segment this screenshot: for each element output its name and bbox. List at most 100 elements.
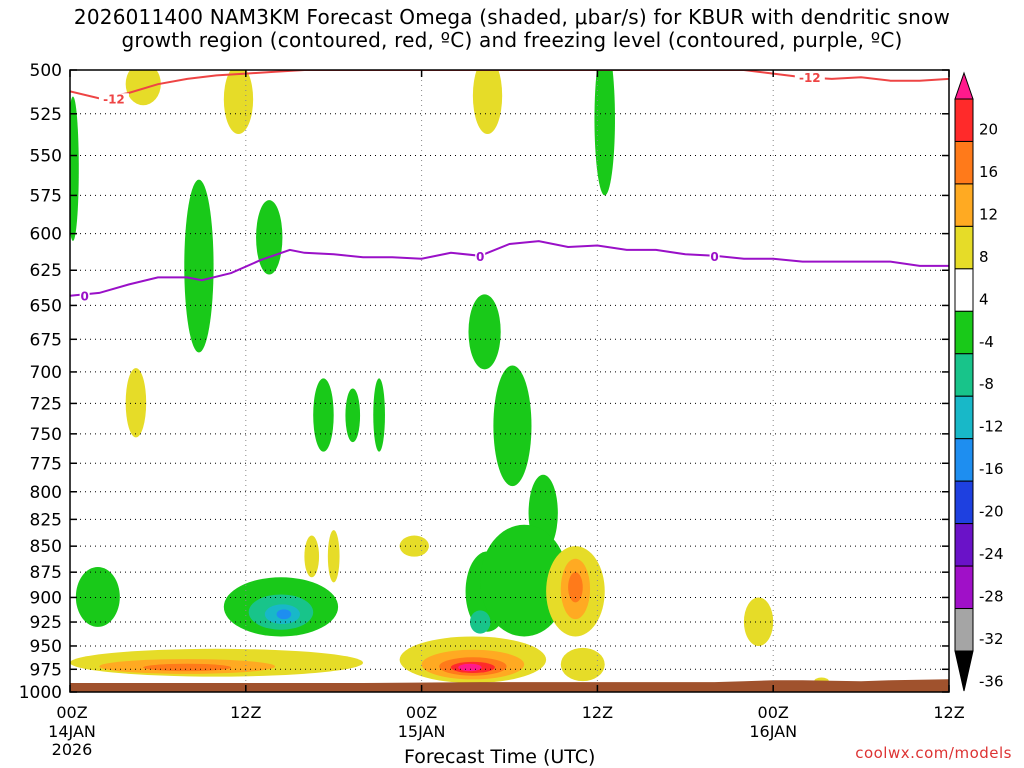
freezing-level-contour-label-0: 0	[80, 290, 88, 304]
omega-region-4-24	[399, 535, 429, 557]
colorbar-label-13: -36	[979, 672, 1004, 690]
colorbar-label-8: -16	[979, 460, 1004, 478]
x-date-label-48h: 16JAN	[749, 722, 797, 741]
dendritic-snow-growth-contour-label-1: -12	[799, 71, 821, 85]
colorbar-label-7: -12	[979, 418, 1004, 436]
colorbar-swatch-2	[954, 183, 974, 227]
dendritic-snow-growth-contour-label-bg-0	[98, 93, 129, 107]
colorbar-swatch-5	[954, 310, 974, 355]
omega-region--4-7	[594, 70, 615, 196]
y-tick-label-675: 675	[30, 330, 62, 350]
y-tick-label-575: 575	[30, 186, 62, 206]
credit-link[interactable]: coolwx.com/models	[855, 744, 1012, 762]
colorbar-bottom-triangle	[954, 650, 974, 692]
omega-region-12-35	[568, 572, 583, 603]
y-tick-label-600: 600	[30, 225, 62, 245]
omega-region-4-2	[223, 70, 254, 135]
omega-region-4-22	[304, 535, 320, 578]
x-axis-title: Forecast Time (UTC)	[404, 746, 596, 768]
omega-region--4-12	[493, 365, 532, 487]
colorbar-swatch-9	[954, 480, 974, 525]
x-tick-label-60h: 12Z	[933, 703, 964, 722]
omega-region-4-36	[560, 647, 605, 682]
colorbar-label-1: 16	[979, 163, 998, 181]
y-tick-label-850: 850	[30, 537, 62, 557]
omega-region--4-0	[70, 96, 79, 242]
y-tick-label-875: 875	[30, 563, 62, 583]
colorbar-label-6: -8	[979, 375, 994, 393]
colorbar-label-4: 4	[979, 290, 989, 308]
colorbar-swatch-12	[954, 608, 974, 652]
chart-title-line2: growth region (contoured, red, ºC) and f…	[121, 28, 903, 52]
colorbar-swatch-10	[954, 523, 974, 567]
omega-region--4-11	[468, 294, 501, 370]
x-tick-label-12h: 12Z	[230, 703, 261, 722]
freezing-level-contour-label-1: 0	[476, 250, 484, 264]
colorbar-label-9: -20	[979, 503, 1004, 521]
omega-region--4-4	[256, 200, 283, 275]
freezing-level-contour-line	[70, 240, 949, 297]
omega-region--4-20	[480, 524, 569, 637]
y-tick-label-550: 550	[30, 147, 62, 167]
dendritic-snow-growth-contour-label-0: -12	[103, 92, 125, 106]
plot-area: -12 -12 0 0 0	[70, 70, 949, 692]
colorbar-label-12: -32	[979, 630, 1004, 648]
freezing-level-contour-label-bg-2	[709, 250, 720, 264]
colorbar-swatch-0	[954, 98, 974, 142]
colorbar-top-triangle	[954, 71, 974, 100]
omega-region--4-9	[345, 388, 361, 443]
colorbar-swatch-8	[954, 438, 974, 482]
freezing-level-contour-label-bg-0	[79, 290, 90, 304]
colorbar-label-3: 8	[979, 248, 989, 266]
omega-region--4-14	[75, 567, 120, 627]
y-tick-label-950: 950	[30, 637, 62, 657]
x-date-label-0h: 14JAN	[48, 722, 96, 741]
terrain-fill	[70, 679, 949, 692]
x-tick-label-36h: 12Z	[582, 703, 613, 722]
y-tick-label-900: 900	[30, 588, 62, 608]
freezing-level-contour-label-bg-1	[475, 250, 486, 264]
dendritic-snow-growth-contour-line	[70, 70, 949, 100]
omega-region-4-5	[125, 368, 147, 438]
colorbar-swatch-6	[954, 353, 974, 397]
colorbar-swatch-7	[954, 395, 974, 440]
y-tick-label-775: 775	[30, 454, 62, 474]
colorbar-label-10: -24	[979, 545, 1004, 563]
omega-region-12-27	[143, 663, 232, 672]
colorbar-swatch-4	[954, 268, 974, 312]
omega-region--4-8	[313, 378, 334, 452]
x-tick-label-48h: 00Z	[758, 703, 789, 722]
y-tick-label-525: 525	[30, 105, 62, 125]
omega-region-4-23	[327, 530, 340, 583]
y-tick-label-1000: 1000	[19, 683, 62, 703]
chart-title: 2026011400 NAM3KM Forecast Omega (shaded…	[0, 6, 1024, 52]
omega-region-4-6	[472, 70, 503, 135]
freezing-level-contour-label-2: 0	[710, 250, 718, 264]
x-date-label-24h: 15JAN	[398, 722, 446, 741]
x-tick-label-0h: 00Z	[56, 703, 87, 722]
y-tick-label-750: 750	[30, 425, 62, 445]
x-year-label-0h: 2026	[52, 740, 93, 759]
y-tick-label-625: 625	[30, 261, 62, 281]
y-tick-label-500: 500	[30, 61, 62, 81]
omega-region--20-18	[276, 609, 292, 620]
colorbar-swatch-1	[954, 140, 974, 185]
x-tick-label-24h: 00Z	[406, 703, 437, 722]
y-tick-label-700: 700	[30, 363, 62, 383]
y-tick-label-975: 975	[30, 660, 62, 680]
colorbar-swatch-11	[954, 565, 974, 610]
colorbar-label-11: -28	[979, 588, 1004, 606]
chart-title-line1: 2026011400 NAM3KM Forecast Omega (shaded…	[73, 5, 951, 29]
omega-region--4-3	[184, 179, 214, 353]
y-tick-label-825: 825	[30, 510, 62, 530]
colorbar-swatch-3	[954, 225, 974, 270]
omega-region--4-10	[373, 378, 385, 452]
omega-region-4-37	[743, 597, 774, 646]
dendritic-snow-growth-contour-label-bg-1	[794, 72, 825, 86]
colorbar-label-0: 20	[979, 120, 998, 138]
omega-region-20-32	[458, 663, 482, 672]
y-tick-label-725: 725	[30, 394, 62, 414]
y-tick-label-925: 925	[30, 613, 62, 633]
y-tick-label-800: 800	[30, 483, 62, 503]
